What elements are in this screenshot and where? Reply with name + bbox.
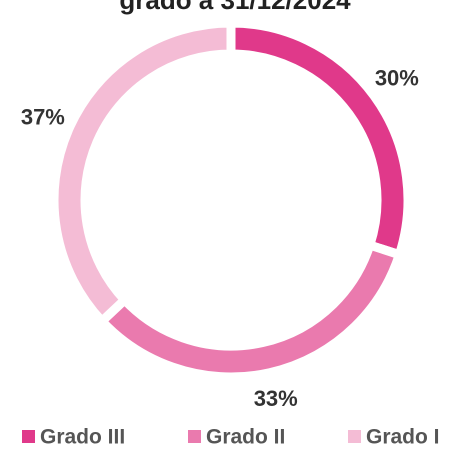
legend-label: Grado III <box>40 426 125 449</box>
legend-swatch <box>348 430 361 443</box>
legend-label: Grado II <box>206 426 285 449</box>
chart-title: grado a 31/12/2024 <box>119 0 351 15</box>
data-label: 33% <box>254 386 298 411</box>
data-label: 30% <box>375 65 419 90</box>
data-label: 37% <box>21 104 65 129</box>
donut-slice <box>226 18 413 261</box>
donut-slice <box>49 18 236 328</box>
donut-slice <box>95 239 406 382</box>
legend-label: Grado I <box>366 426 440 449</box>
legend-swatch <box>188 430 201 443</box>
legend-swatch <box>22 430 35 443</box>
